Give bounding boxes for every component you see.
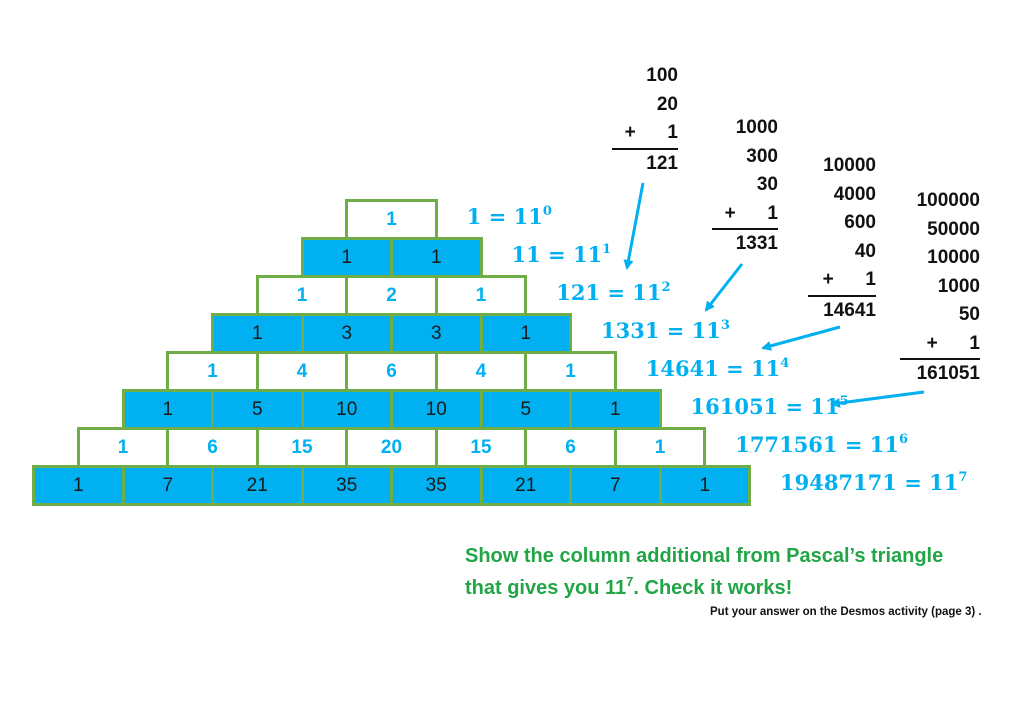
arrow-14641: [761, 325, 841, 351]
equation-exponent: 3: [720, 318, 730, 333]
addend: 50000: [927, 218, 980, 240]
column-addition: 1000 300 30 + 1 1331: [712, 114, 778, 259]
addend: + 1: [926, 332, 980, 354]
power-equation: 1 = 110: [467, 204, 552, 229]
power-equation: 14641 = 114: [646, 356, 790, 381]
arrow-121: [623, 182, 645, 270]
addend: 600: [844, 212, 876, 233]
equation-text: 19487171 = 11: [780, 470, 959, 495]
equation-text: 121 = 11: [556, 280, 662, 305]
equation-text: 1331 = 11: [601, 318, 721, 343]
power-equation: 1331 = 113: [601, 318, 730, 343]
addend: 10000: [823, 155, 876, 176]
addend: 20: [656, 93, 678, 115]
triangle-cell: 1: [569, 389, 662, 430]
addend: 10000: [927, 247, 980, 268]
addend: + 1: [822, 269, 876, 290]
addend: 30: [756, 174, 778, 195]
addend: + 1: [624, 122, 678, 143]
column-addition: 100 20 + 1 121: [612, 62, 678, 178]
triangle-cell: 7: [121, 465, 214, 506]
task-line-2: that gives you 117. Check it works!: [465, 574, 793, 599]
equation-exponent: 2: [661, 280, 671, 295]
equation-exponent: 1: [602, 242, 612, 257]
addend: 40: [854, 240, 876, 262]
addend: 1000: [735, 117, 778, 138]
power-equation: 161051 = 115: [691, 394, 849, 419]
equation-text: 161051 = 11: [690, 394, 840, 419]
arrow-1331: [704, 263, 744, 312]
triangle-cell: 35: [300, 465, 393, 506]
addend: 100000: [916, 190, 980, 211]
sum-total: 121: [612, 147, 678, 179]
power-equation: 11 = 111: [512, 242, 612, 267]
triangle-cell: 35: [390, 465, 483, 506]
addend: 1000: [937, 275, 980, 297]
equation-text: 1771561 = 11: [735, 432, 899, 457]
task-line-1: Show the column additional from Pascal’s…: [465, 545, 944, 567]
column-addition: 100000 50000 10000 1000 50 + 1 161051: [900, 187, 980, 389]
addend: 300: [746, 145, 778, 167]
column-addition: 10000 4000 600 40 + 1 14641: [808, 152, 876, 325]
equation-exponent: 7: [958, 470, 968, 485]
sum-total: 14641: [808, 294, 876, 326]
power-equation: 1771561 = 116: [735, 432, 908, 457]
triangle-cell: 4: [255, 351, 349, 392]
arrow-161051: [830, 390, 925, 408]
equation-exponent: 0: [542, 204, 552, 219]
triangle-cell: 21: [211, 465, 304, 506]
equation-text: 1 = 11: [466, 204, 543, 229]
sum-total: 1331: [712, 228, 778, 259]
equation-exponent: 6: [898, 432, 909, 447]
equation-text: 11 = 11: [511, 242, 603, 267]
task-note: Put your answer on the Desmos activity (…: [710, 606, 982, 618]
power-equation: 19487171 = 117: [780, 470, 967, 495]
triangle-cell: 2: [345, 275, 438, 316]
equation-exponent: 4: [780, 356, 790, 371]
equation-text: 14641 = 11: [645, 356, 781, 381]
addend: + 1: [724, 202, 778, 224]
addend: 100: [646, 65, 678, 86]
triangle-cell: 1: [658, 465, 751, 506]
addend: 4000: [833, 183, 876, 205]
addend: 50: [958, 304, 980, 325]
sum-total: 161051: [900, 358, 980, 389]
triangle-cell: 1: [211, 313, 304, 354]
power-equation: 121 = 112: [556, 280, 670, 305]
